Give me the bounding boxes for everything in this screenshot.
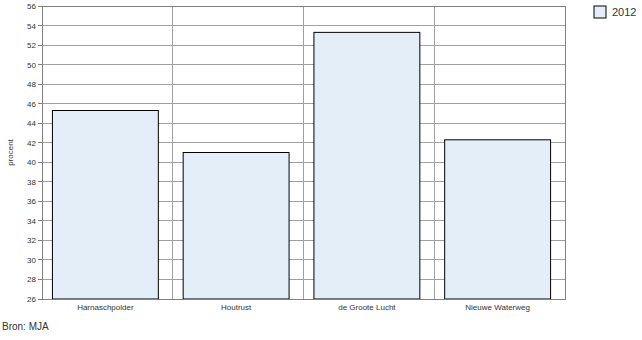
axis-label: procent: [6, 138, 15, 165]
tick-label: 44: [27, 119, 36, 128]
bar: [445, 140, 551, 299]
legend-swatch: [594, 6, 606, 18]
category-label: de Groote Lucht: [338, 303, 396, 312]
tick-mark: [38, 64, 42, 65]
tick-mark: [38, 6, 42, 7]
tick-label: 48: [27, 80, 36, 89]
source-note: Bron: MJA: [2, 321, 49, 332]
tick-label: 54: [27, 22, 36, 31]
category-label: Houtrust: [221, 303, 252, 312]
category-label: Harnaschpolder: [77, 303, 134, 312]
tick-label: 34: [27, 217, 36, 226]
tick-mark: [38, 25, 42, 26]
grid-line-vertical: [434, 6, 435, 299]
tick-mark: [38, 240, 42, 241]
bar: [314, 32, 420, 299]
tick-label: 36: [27, 197, 36, 206]
legend-label: 2012: [612, 6, 636, 18]
tick-label: 50: [27, 61, 36, 70]
tick-label: 38: [27, 178, 36, 187]
tick-label: 42: [27, 139, 36, 148]
grid-line-vertical: [303, 6, 304, 299]
tick-label: 56: [27, 2, 36, 11]
tick-mark: [38, 201, 42, 202]
tick-mark: [38, 220, 42, 221]
tick-label: 46: [27, 100, 36, 109]
tick-mark: [38, 299, 42, 300]
tick-label: 30: [27, 256, 36, 265]
tick-mark: [38, 103, 42, 104]
tick-mark: [38, 181, 42, 182]
chart-svg: 26 28 30 32 34 36 38 40 42 44 46 48 50 52 54 56 Harnasch…: [0, 0, 642, 340]
tick-mark: [38, 84, 42, 85]
tick-mark: [38, 123, 42, 124]
tick-mark: [38, 279, 42, 280]
tick-mark: [38, 259, 42, 260]
tick-label: 26: [27, 295, 36, 304]
tick-label: 40: [27, 158, 36, 167]
tick-label: 28: [27, 275, 36, 284]
plot-frame: [42, 6, 565, 299]
bars: [52, 32, 550, 299]
plot-background: [42, 6, 565, 299]
tick-mark: [38, 142, 42, 143]
tick-label: 52: [27, 41, 36, 50]
tick-mark: [38, 162, 42, 163]
tick-label: 32: [27, 236, 36, 245]
category-label: Nieuwe Waterweg: [465, 303, 530, 312]
bar: [52, 111, 158, 299]
tick-mark: [38, 45, 42, 46]
bar: [183, 153, 289, 300]
grid-line-vertical: [172, 6, 173, 299]
chart-container: 26 28 30 32 34 36 38 40 42 44 46 48 50 52 54 56 Harnasch…: [0, 0, 642, 340]
